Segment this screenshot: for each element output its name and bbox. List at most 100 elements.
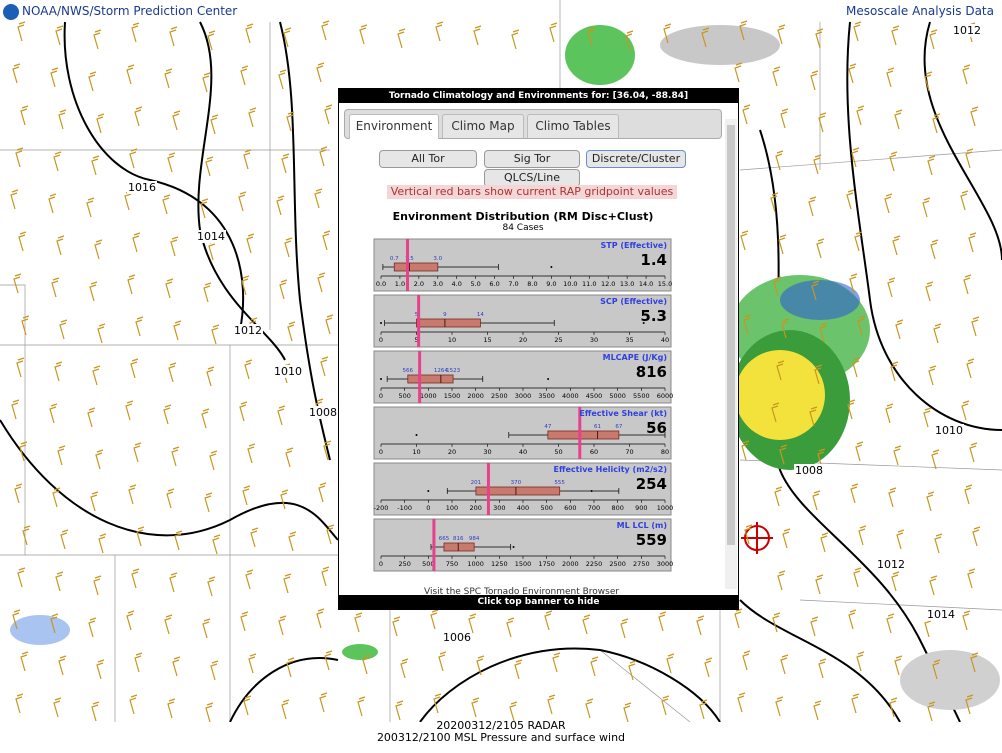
wind-barb (212, 534, 221, 555)
wind-barb (552, 652, 561, 673)
cases: 84 Cases (502, 223, 543, 233)
button[interactable]: Discrete/Cluster (586, 150, 686, 168)
wind-barb (131, 568, 140, 589)
panel-background (373, 518, 672, 572)
wind-barb (200, 198, 209, 219)
wind-barb (965, 694, 974, 715)
wind-barb (287, 321, 296, 342)
wind-barb (284, 237, 293, 258)
current-value: 5.3 (640, 307, 667, 325)
wind-barb (889, 697, 898, 718)
wind-barb (739, 20, 748, 41)
wind-barb (848, 63, 857, 84)
tick-label: 9.0 (546, 280, 556, 288)
scroll-thumb[interactable] (727, 125, 735, 545)
wind-barb (699, 699, 708, 720)
wind-barb (965, 148, 974, 169)
wind-barb (206, 366, 215, 387)
panel: 0 10 20 30 40 50 60 70 80 47 61 67 Effective Shear (… (373, 406, 672, 460)
wind-barb (244, 359, 253, 380)
tick-label: 6000 (657, 392, 674, 400)
wind-barb (852, 357, 861, 378)
wind-barb (133, 442, 142, 463)
wind-barb (91, 155, 100, 176)
tick-label: 14.0 (639, 280, 653, 288)
wind-barb (970, 106, 979, 127)
wind-barb (771, 402, 780, 423)
tick-label: 5500 (633, 392, 650, 400)
tick-label: 1750 (538, 560, 555, 568)
tick-label: 0 (379, 448, 383, 456)
button[interactable]: Sig Tor (484, 150, 580, 168)
wind-barb (742, 650, 751, 671)
wind-barb (511, 29, 520, 50)
tab-bar: Environment Climo Map Climo Tables (344, 109, 722, 139)
wind-barb (704, 657, 713, 678)
wind-barb (57, 445, 66, 466)
panel-name: MLCAPE (J/Kg) (603, 353, 667, 362)
wind-barb (740, 230, 749, 251)
wind-barb (777, 24, 786, 45)
tick-label: 750 (446, 560, 458, 568)
wind-barb (780, 108, 789, 129)
tick-label: 40 (519, 448, 527, 456)
isobar-label: 1012 (233, 324, 263, 337)
box (475, 486, 561, 496)
tick-label: 50 (554, 448, 562, 456)
wind-barb (53, 151, 62, 172)
wind-barb (321, 566, 330, 587)
panel: 0.0 1.0 2.0 3.0 4.0 5.0 6.0 7.0 8.0 9.0 10.0 11.0 12… (373, 238, 672, 292)
panel-background (373, 462, 672, 516)
wind-barb (162, 194, 171, 215)
popup-title[interactable]: Tornado Climatology and Environments for… (339, 89, 738, 103)
tick-label: 250 (398, 560, 410, 568)
wind-barb (357, 696, 366, 717)
wind-barb (889, 151, 898, 172)
wind-barb (923, 407, 932, 428)
isobar-label: 1010 (273, 365, 303, 378)
panel-name: Effective Shear (kt) (579, 409, 667, 418)
tick-label: 0 (379, 392, 383, 400)
wind-barb (430, 609, 439, 630)
wind-barb (276, 195, 285, 216)
wind-barb (10, 189, 19, 210)
wind-barb (772, 612, 781, 633)
wind-barb (885, 403, 894, 424)
wind-barb (278, 615, 287, 636)
outlier (380, 322, 382, 324)
wind-barb (207, 30, 216, 51)
noaa-logo (3, 4, 19, 20)
wind-barb (95, 449, 104, 470)
box (416, 318, 481, 328)
tick-label: 10 (448, 336, 456, 344)
tab[interactable]: Climo Tables (527, 114, 619, 138)
hide-banner[interactable]: Click top banner to hide (339, 595, 738, 609)
wind-barb (857, 315, 866, 336)
button[interactable]: All Tor (379, 150, 477, 168)
wind-barb (53, 697, 62, 718)
wind-barb (820, 532, 829, 553)
browser-link[interactable]: Visit the SPC Tornado Environment Browse… (424, 587, 620, 597)
box-label: 566 (403, 368, 414, 374)
tick-label: 30 (483, 448, 491, 456)
tick-label: 8.0 (527, 280, 537, 288)
wind-barb (813, 154, 822, 175)
wind-barb (243, 149, 252, 170)
wind-barb (815, 574, 824, 595)
wind-barb (210, 114, 219, 135)
wind-barb (243, 695, 252, 716)
wind-barb (239, 401, 248, 422)
button[interactable]: QLCS/Line (484, 169, 580, 187)
wind-barb (285, 447, 294, 468)
wind-barb (971, 316, 980, 337)
header-left: NOAA/NWS/Storm Prediction Center (22, 4, 238, 18)
wind-barb (891, 571, 900, 592)
tab[interactable]: Environment (349, 114, 439, 139)
wind-barb (962, 610, 971, 631)
tick-label: 12.0 (601, 280, 615, 288)
tick-label: 10 (412, 448, 420, 456)
wind-barb (663, 23, 672, 44)
scrollbar[interactable] (725, 119, 737, 589)
box-label: 14 (477, 312, 484, 318)
tab[interactable]: Climo Map (442, 114, 524, 138)
